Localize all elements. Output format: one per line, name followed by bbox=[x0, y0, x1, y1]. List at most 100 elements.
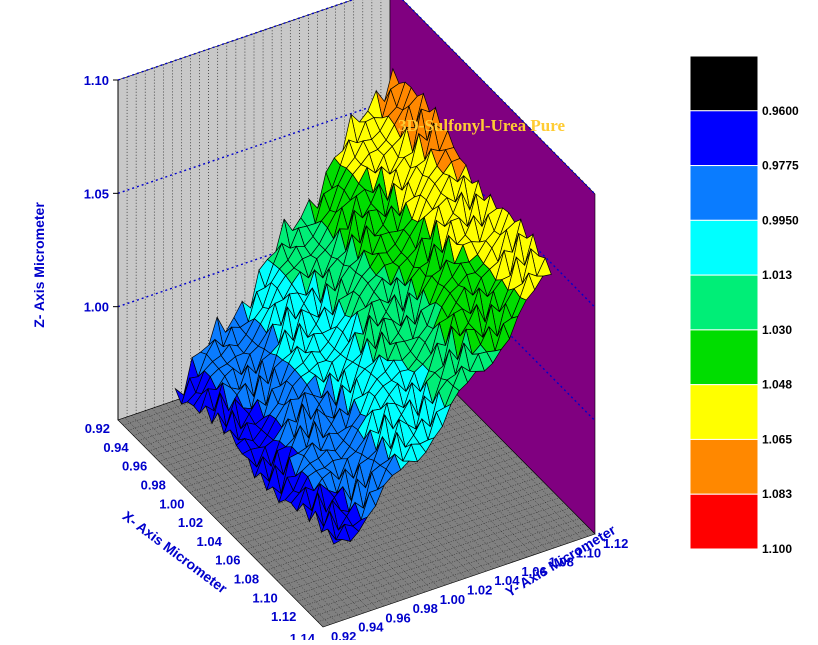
colorbar-label: 0.9600 bbox=[762, 104, 799, 118]
y-tick-label: 0.98 bbox=[413, 601, 438, 616]
floor-grid-line bbox=[317, 528, 590, 623]
floor-grid-line bbox=[235, 445, 508, 540]
floor-grid-line bbox=[297, 507, 570, 602]
x-tick-label: 1.06 bbox=[215, 553, 240, 568]
colorbar: 0.9600 0.9775 0.9950 1.013 1.030 1.048 1.065 1.… bbox=[689, 55, 799, 556]
colorbar-label: 0.9950 bbox=[762, 213, 799, 227]
colorbar-label: 0.9775 bbox=[762, 159, 799, 173]
floor-grid-line bbox=[230, 440, 503, 535]
colorbar-label: 1.100 bbox=[762, 542, 792, 556]
colorbar-swatch bbox=[689, 384, 759, 440]
colorbar-swatch bbox=[689, 493, 759, 550]
floor-grid-line bbox=[158, 368, 432, 462]
floor-grid-line bbox=[292, 502, 565, 597]
floor-grid-line bbox=[194, 404, 467, 498]
z-tick-label: 1.10 bbox=[84, 73, 109, 88]
colorbar-swatch bbox=[689, 219, 759, 276]
floor-grid-line bbox=[143, 352, 416, 447]
floor-grid-line bbox=[349, 340, 555, 549]
y-tick-label: 1.04 bbox=[494, 573, 520, 588]
colorbar-label: 1.013 bbox=[762, 268, 792, 282]
floor-grid-line bbox=[376, 331, 582, 539]
floor-grid-line bbox=[342, 343, 548, 551]
floor-grid-line bbox=[251, 461, 524, 555]
floor-grid-line bbox=[164, 373, 437, 467]
colorbar-label: 1.065 bbox=[762, 432, 792, 446]
x-tick-label: 0.94 bbox=[103, 440, 129, 455]
floor-grid-line bbox=[328, 347, 534, 556]
x-tick-label: 1.04 bbox=[197, 534, 223, 549]
y-tick-label: 0.94 bbox=[358, 620, 384, 635]
y-tick-label: 1.00 bbox=[440, 592, 465, 607]
floor-grid-line bbox=[383, 329, 589, 537]
x-tick-label: 1.00 bbox=[159, 496, 184, 511]
floor-grid-line bbox=[276, 487, 549, 581]
colorbar-swatch bbox=[689, 165, 759, 221]
floor-grid-line bbox=[184, 394, 457, 488]
y-tick-label: 1.08 bbox=[549, 555, 574, 570]
floor-grid-line bbox=[240, 451, 514, 545]
floor-grid-line bbox=[172, 401, 378, 609]
floor-grid-line bbox=[148, 357, 421, 452]
floor-grid-line bbox=[307, 518, 580, 612]
floor-grid-line bbox=[145, 410, 351, 618]
x-tick-label: 1.10 bbox=[252, 590, 277, 605]
floor-grid-line bbox=[287, 497, 560, 591]
floor-grid-line bbox=[179, 388, 452, 483]
floor-grid-line bbox=[281, 492, 555, 586]
floor-grid-line bbox=[138, 347, 411, 441]
x-tick-label: 1.14 bbox=[290, 631, 316, 640]
y-tick-label: 0.96 bbox=[385, 610, 410, 625]
floor-grid-line bbox=[271, 482, 544, 576]
floor-grid-line bbox=[169, 378, 442, 472]
floor-grid-line bbox=[205, 414, 478, 509]
floor-grid-line bbox=[128, 337, 401, 431]
floor-grid-line bbox=[133, 342, 406, 436]
floor-grid-line bbox=[153, 363, 426, 457]
x-tick-label: 1.02 bbox=[178, 515, 203, 530]
floor-grid-line bbox=[266, 476, 539, 571]
x-tick-label: 1.12 bbox=[271, 609, 296, 624]
floor-grid-line bbox=[123, 331, 396, 426]
z-grid-line bbox=[117, 0, 596, 195]
floor-grid-line bbox=[362, 336, 568, 544]
z-grid-line bbox=[117, 212, 596, 422]
colorbar-swatch bbox=[689, 438, 759, 495]
floor-grid-line bbox=[220, 430, 493, 524]
colorbar-swatch bbox=[689, 274, 759, 331]
x-tick-label: 0.96 bbox=[122, 459, 147, 474]
colorbar-label: 1.083 bbox=[762, 487, 792, 501]
floor-grid-line bbox=[312, 523, 585, 617]
floor-grid-line bbox=[246, 456, 519, 550]
z-axis-title: Z- Axis Micrometer bbox=[31, 202, 47, 328]
colorbar-frame bbox=[689, 55, 759, 550]
z-tick-label: 1.00 bbox=[84, 300, 109, 315]
floor-grid-line bbox=[189, 399, 462, 493]
y-tick-label: 1.10 bbox=[576, 545, 601, 560]
chart-title: 3D-Sulfonyl-Urea Pure bbox=[398, 116, 565, 135]
floor-grid-line bbox=[261, 471, 534, 566]
colorbar-label: 1.048 bbox=[762, 378, 792, 392]
y-tick-label: 1.02 bbox=[467, 583, 492, 598]
floor-grid-line bbox=[355, 338, 562, 546]
floor-grid-line bbox=[210, 419, 483, 514]
z-tick-label: 1.05 bbox=[84, 186, 109, 201]
floor-grid-line bbox=[131, 415, 337, 623]
x-tick-label: 1.08 bbox=[234, 572, 259, 587]
colorbar-label: 1.030 bbox=[762, 323, 792, 337]
x-axis-title: X- Axis Micrometer bbox=[120, 508, 231, 597]
y-tick-label: 1.06 bbox=[521, 564, 546, 579]
x-tick-label: 0.98 bbox=[141, 477, 166, 492]
floor-grid-line bbox=[369, 333, 575, 542]
floor-grid-line bbox=[124, 417, 330, 625]
floor-grid-line bbox=[179, 398, 385, 607]
floor-grid-line bbox=[256, 466, 529, 560]
colorbar-swatch bbox=[689, 110, 759, 167]
colorbar-swatch bbox=[689, 329, 759, 386]
floor-grid-line bbox=[302, 513, 575, 607]
floor-grid-line bbox=[138, 412, 344, 621]
surface-mesh bbox=[174, 67, 552, 545]
floor-grid-line bbox=[215, 425, 488, 519]
